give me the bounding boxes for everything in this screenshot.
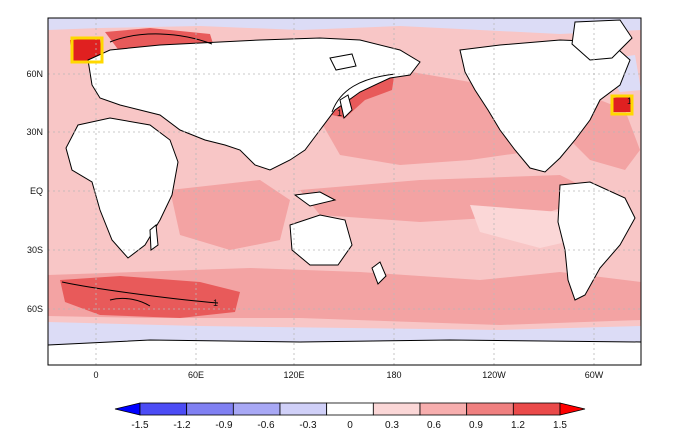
- colorbar-legend: -1.5 -1.2 -0.9 -0.6 -0.3 0 0.3 0.6 0.9 1.2 1.5: [114, 402, 586, 431]
- land-new-zealand: [371, 261, 387, 285]
- land-australia: [289, 214, 353, 266]
- colorbar-swatch: [372, 402, 421, 416]
- colorbar-tick-label: -0.9: [215, 420, 233, 431]
- colorbar-swatch: [512, 402, 561, 416]
- colorbar-tick-label: 0: [347, 420, 353, 431]
- land-africa: [65, 117, 179, 259]
- y-axis-labels: 60N 30N EQ 30S 60S: [26, 69, 43, 314]
- colorbar-tick-label: 0.9: [469, 420, 483, 431]
- y-tick-label: 60S: [27, 304, 43, 314]
- land-europe-asia: [87, 37, 421, 171]
- contour-southern-indian: [61, 281, 219, 304]
- x-tick-label: 120W: [482, 370, 506, 380]
- colorbar-swatch: [186, 402, 234, 416]
- y-tick-label: 30S: [27, 245, 43, 255]
- contour-lines: [61, 33, 396, 307]
- x-tick-label: 120E: [283, 370, 304, 380]
- graticule: [48, 18, 641, 365]
- y-tick-label: 60N: [26, 69, 43, 79]
- land-japan: [339, 94, 353, 119]
- land-greenland-island-small: [329, 53, 357, 71]
- land-madagascar: [149, 224, 159, 251]
- x-tick-label: 0: [93, 370, 98, 380]
- colorbar-tick-label: 1.5: [553, 420, 567, 431]
- arctic-cold-band: [48, 18, 641, 34]
- southeast-pacific-light: [470, 205, 575, 248]
- contour-barents: [109, 33, 213, 45]
- land-antarctica: [47, 339, 642, 366]
- contour-label-group: 1 1 1: [213, 96, 632, 308]
- x-axis-labels: 0 60E 120E 180 120W 60W: [93, 370, 603, 380]
- contour-label: 1: [337, 108, 342, 118]
- x-tick-label: 180: [386, 370, 401, 380]
- y-tick-label: 30N: [26, 127, 43, 137]
- highlight-box-nordic-seas: [70, 36, 104, 64]
- colorbar-tick-label: -0.3: [299, 420, 317, 431]
- indian-ocean-mid: [170, 180, 290, 250]
- colorbar-tick-label: -1.2: [173, 420, 191, 431]
- x-tick-label: 60E: [188, 370, 204, 380]
- colorbar-swatch: [232, 402, 281, 416]
- y-tick-label: EQ: [30, 186, 43, 196]
- colorbar-tick-label: 0.6: [427, 420, 441, 431]
- land-greenland: [571, 19, 633, 61]
- north-pacific-mid: [320, 70, 570, 165]
- nordic-strong: [70, 38, 102, 62]
- colorbar-tick-label: 0.3: [385, 420, 399, 431]
- colorbar-swatch: [419, 402, 468, 416]
- land-south-america: [557, 181, 636, 301]
- contour-label: 1: [627, 96, 632, 106]
- colorbar-arrow-low: [114, 402, 141, 416]
- map-panel: 1 1 1: [47, 17, 642, 366]
- gulf-of-maine-strong: [612, 96, 632, 112]
- contour-kuroshio: [331, 73, 396, 113]
- colorbar-tick-label: 1.2: [511, 420, 525, 431]
- colorbar-swatch: [466, 402, 514, 416]
- southern-indian-strong: [60, 276, 240, 318]
- land-indonesia: [293, 191, 337, 207]
- colorbar-swatch: [279, 402, 328, 416]
- contour-label: 1: [213, 298, 218, 308]
- map-border: [47, 17, 642, 366]
- colorbar-swatch: [326, 402, 374, 416]
- colorbar-arrow-high: [559, 402, 586, 416]
- highlight-box-gulf-of-maine: [610, 94, 634, 116]
- colorbar-swatch: [139, 402, 188, 416]
- colorbar-tick-label: -0.6: [257, 420, 275, 431]
- contour-south-atlantic: [109, 297, 151, 307]
- x-tick-label: 60W: [585, 370, 604, 380]
- land-masses: [47, 19, 642, 366]
- colorbar-tick-label: -1.5: [131, 420, 149, 431]
